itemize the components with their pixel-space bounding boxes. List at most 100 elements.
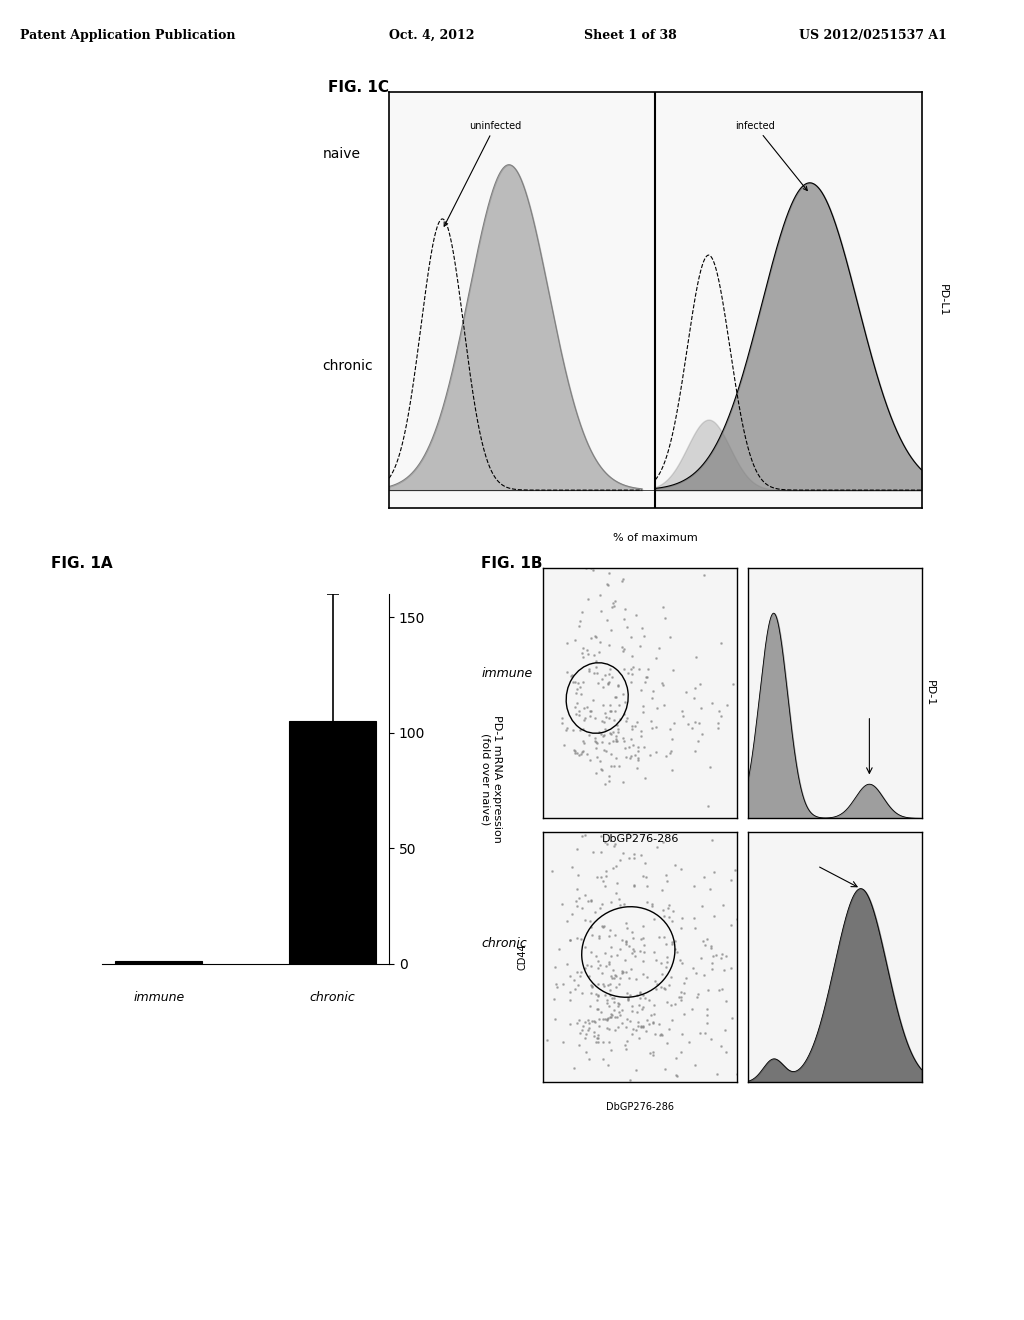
Point: [624, 1023, 640, 1044]
Point: [658, 991, 675, 1012]
Point: [603, 743, 620, 764]
Point: [632, 982, 648, 1003]
Text: infected: infected: [735, 120, 807, 190]
Point: [611, 895, 628, 916]
Point: [813, 894, 829, 915]
Point: [626, 847, 642, 869]
Point: [567, 741, 584, 762]
Point: [625, 1018, 641, 1039]
Point: [657, 607, 674, 628]
Point: [669, 1065, 685, 1086]
Point: [609, 731, 626, 752]
Point: [649, 837, 666, 858]
Point: [694, 931, 711, 952]
Point: [655, 906, 672, 927]
Point: [618, 912, 635, 933]
Point: [651, 730, 668, 751]
Point: [699, 979, 716, 1001]
Point: [796, 999, 812, 1020]
Point: [599, 834, 615, 855]
Point: [597, 942, 613, 964]
Point: [626, 843, 642, 865]
Point: [563, 665, 580, 686]
Point: [607, 730, 624, 751]
Point: [586, 663, 602, 684]
Point: [692, 810, 709, 832]
Point: [647, 820, 664, 841]
Point: [674, 701, 690, 722]
Point: [737, 796, 754, 817]
Point: [650, 638, 667, 659]
Point: [593, 866, 609, 887]
Point: [775, 964, 792, 985]
Point: [593, 1002, 609, 1023]
Point: [597, 719, 613, 741]
Point: [648, 978, 665, 999]
Point: [556, 713, 572, 734]
Point: [571, 615, 588, 636]
Point: [615, 639, 632, 660]
Point: [678, 681, 694, 702]
Point: [828, 585, 845, 606]
Point: [667, 939, 683, 960]
Point: [653, 953, 670, 974]
Point: [564, 664, 581, 685]
Point: [566, 672, 583, 693]
Point: [614, 568, 631, 589]
Point: [616, 737, 633, 758]
Point: [559, 661, 575, 682]
Point: [599, 766, 615, 787]
Point: [597, 832, 613, 853]
Point: [589, 990, 605, 1011]
Point: [616, 704, 633, 725]
Point: [656, 1059, 673, 1080]
Point: [751, 998, 767, 1019]
Point: [610, 694, 627, 715]
Point: [610, 995, 627, 1016]
Point: [643, 895, 659, 916]
Point: [588, 762, 604, 783]
Point: [695, 565, 712, 586]
Point: [617, 692, 634, 713]
Point: [668, 854, 684, 875]
Point: [570, 553, 587, 574]
Point: [574, 1015, 591, 1036]
Point: [600, 664, 616, 685]
Point: [762, 822, 778, 843]
Point: [703, 693, 720, 714]
Point: [745, 906, 762, 927]
Point: [609, 873, 626, 894]
Point: [683, 784, 699, 805]
Point: [599, 573, 615, 594]
Point: [640, 1014, 656, 1035]
Point: [702, 756, 719, 777]
Point: [616, 731, 633, 752]
Y-axis label: PD-1 mRNA expression
(fold over naive): PD-1 mRNA expression (fold over naive): [480, 715, 502, 842]
Point: [584, 1011, 600, 1032]
Point: [715, 944, 731, 965]
Point: [663, 968, 679, 989]
Point: [624, 645, 640, 667]
Point: [566, 739, 583, 760]
Point: [574, 719, 591, 741]
Point: [696, 867, 713, 888]
Point: [580, 589, 596, 610]
Point: [601, 925, 617, 946]
Point: [608, 855, 625, 876]
Point: [621, 989, 637, 1010]
Point: [610, 993, 627, 1014]
Point: [607, 924, 624, 945]
Point: [606, 590, 623, 611]
Point: [599, 574, 615, 595]
Point: [573, 898, 590, 919]
Point: [600, 974, 616, 995]
Point: [607, 686, 624, 708]
Point: [583, 701, 599, 722]
Point: [735, 693, 752, 714]
Point: [558, 954, 574, 975]
Point: [604, 968, 621, 989]
Point: [686, 688, 702, 709]
Point: [606, 836, 623, 857]
Point: [594, 1008, 610, 1030]
Point: [618, 961, 635, 982]
